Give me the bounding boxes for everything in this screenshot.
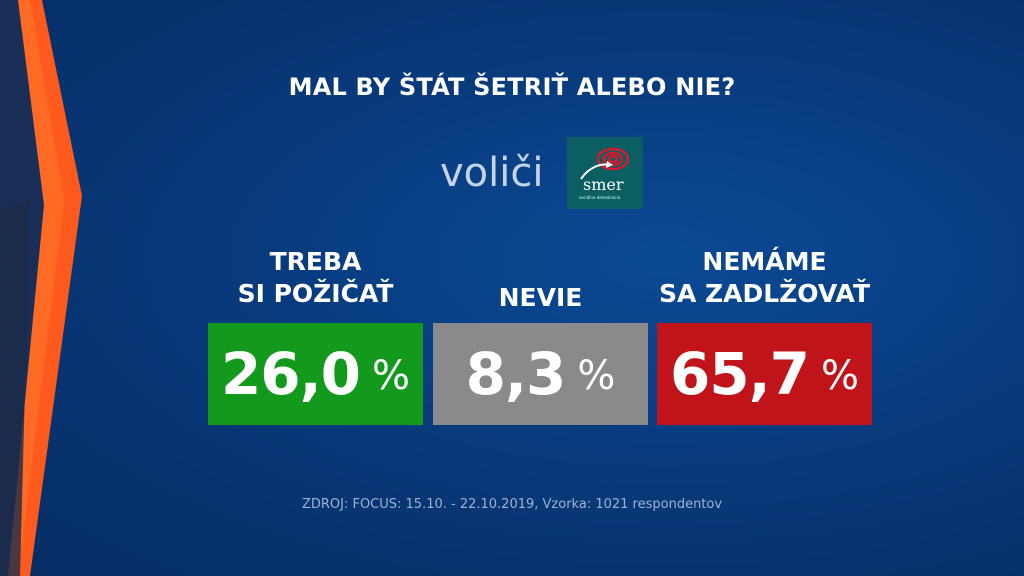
bar-value-label: 8,3 (465, 340, 567, 408)
bar-value-label: 65,7 (669, 340, 810, 408)
percent-sign: % (372, 353, 411, 399)
bar: 26,0% (208, 323, 423, 425)
logo-subtext: sociálna demokracia (579, 195, 621, 200)
rose-icon (580, 147, 630, 180)
category-label-line: NEMÁME (702, 247, 827, 276)
voters-label: voliči (440, 150, 544, 196)
logo-text: smer (583, 175, 624, 194)
category-label-line: SI POŽIČAŤ (237, 279, 394, 308)
bar: 8,3% (433, 323, 648, 425)
bar: 65,7% (657, 323, 872, 425)
category-label-line: TREBA (269, 247, 362, 276)
category-label: NEMÁME SA ZADLŽOVAŤ (657, 246, 872, 310)
percent-sign: % (821, 353, 860, 399)
category-label: NEVIE (433, 282, 648, 314)
chart-title: MAL BY ŠTÁT ŠETRIŤ ALEBO NIE? (288, 73, 736, 101)
category-label: TREBA SI POŽIČAŤ (208, 246, 423, 310)
bar-value-label: 26,0 (220, 340, 361, 408)
category-label-line: NEVIE (498, 283, 583, 312)
category-label-line: SA ZADLŽOVAŤ (658, 279, 871, 308)
source-note: ZDROJ: FOCUS: 15.10. - 22.10.2019, Vzork… (301, 497, 723, 512)
percent-sign: % (577, 353, 616, 399)
party-logo: smer sociálna demokracia (567, 137, 643, 209)
